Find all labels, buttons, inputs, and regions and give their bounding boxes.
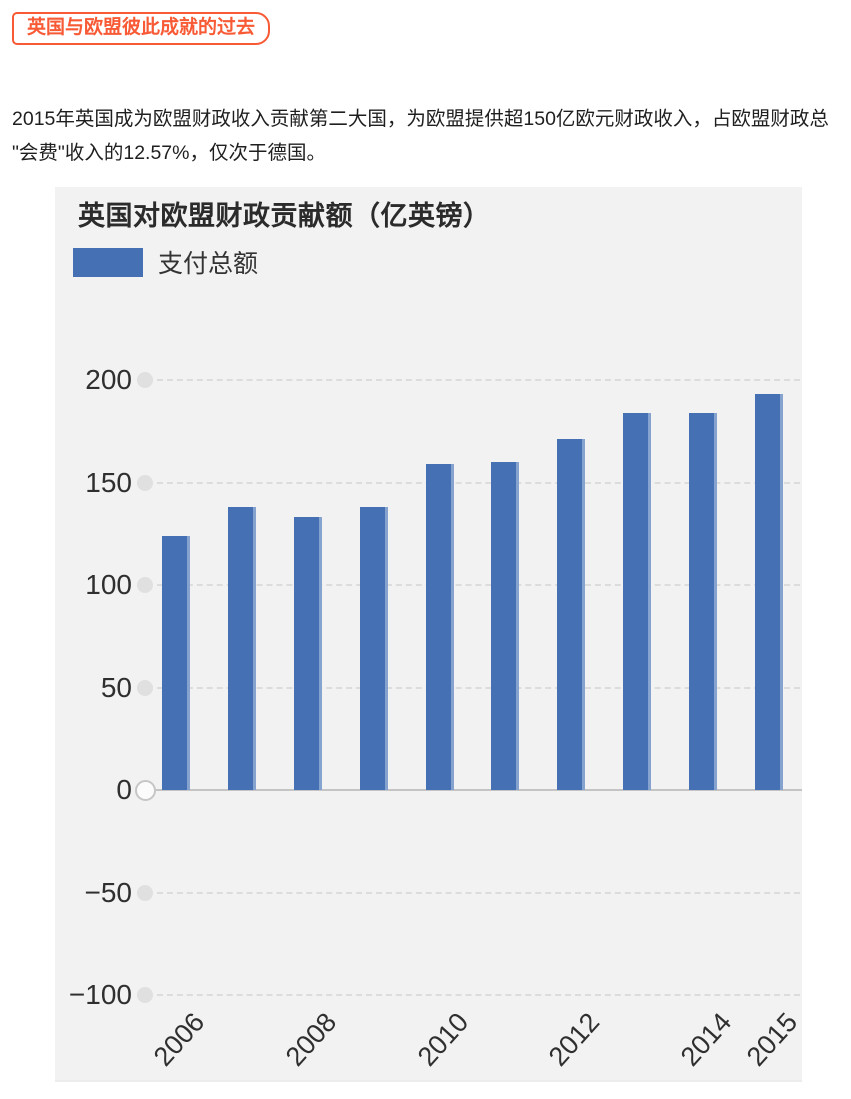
x-axis-label-2010: 2010 bbox=[411, 1007, 474, 1072]
x-axis-label-2012: 2012 bbox=[543, 1007, 606, 1072]
section-tag-label: 英国与欧盟彼此成就的过去 bbox=[27, 17, 256, 38]
contribution-bar-chart: 英国对欧盟财政贡献额（亿英镑） 支付总额 200 150 100 50 0 −50 −100… bbox=[55, 187, 804, 1082]
gridline-200 bbox=[157, 379, 800, 381]
axis-tick-dot-100 bbox=[137, 577, 153, 593]
axis-tick-dot-0 bbox=[135, 780, 156, 801]
axis-tick-dot-50 bbox=[137, 679, 153, 696]
bar-2006 bbox=[161, 535, 190, 790]
y-axis-label--50: −50 bbox=[84, 876, 133, 908]
intro-paragraph: 2015年英国成为欧盟财政收入贡献第二大国，为欧盟提供超150亿欧元财政收入，占… bbox=[12, 102, 848, 170]
bar-2008 bbox=[293, 517, 322, 790]
x-axis-label-2006: 2006 bbox=[147, 1007, 211, 1072]
gridline-50 bbox=[157, 686, 800, 689]
gridline-150 bbox=[157, 481, 800, 484]
x-axis-label-2014: 2014 bbox=[674, 1007, 738, 1072]
bar-2010 bbox=[425, 464, 454, 790]
paragraph-line-2: "会费"收入的12.57%，仅次于德国。 bbox=[12, 141, 326, 164]
paragraph-line-1: 2015年英国成为欧盟财政收入贡献第二大国，为欧盟提供超150亿欧元财政收入，占… bbox=[12, 107, 829, 130]
gridline-100 bbox=[157, 584, 800, 586]
y-axis-label-200: 200 bbox=[85, 364, 132, 395]
gridline--100 bbox=[157, 994, 800, 996]
legend-swatch-icon bbox=[73, 247, 143, 277]
y-axis-label-150: 150 bbox=[85, 466, 132, 498]
x-axis-label-2008: 2008 bbox=[279, 1007, 343, 1072]
axis-tick-dot--100 bbox=[137, 987, 153, 1003]
y-axis-label--100: −100 bbox=[68, 979, 132, 1010]
y-axis-label-0: 0 bbox=[116, 774, 132, 805]
y-axis-label-50: 50 bbox=[100, 671, 132, 703]
section-tag: 英国与欧盟彼此成就的过去 bbox=[12, 12, 271, 45]
gridline--50 bbox=[157, 891, 800, 894]
x-axis-label-2015: 2015 bbox=[740, 1007, 804, 1072]
bar-2012 bbox=[557, 439, 586, 790]
plot-area: 200 150 100 50 0 −50 −100 2006 2008 2010 2012 2014 2… bbox=[55, 187, 804, 1080]
y-axis-label-100: 100 bbox=[85, 569, 132, 600]
bar-2014 bbox=[689, 412, 718, 790]
bar-2007 bbox=[227, 507, 256, 790]
bar-2009 bbox=[359, 507, 388, 790]
bar-2015 bbox=[755, 394, 784, 790]
chart-legend: 支付总额 bbox=[73, 244, 258, 280]
axis-tick-dot--50 bbox=[137, 884, 153, 901]
axis-tick-dot-200 bbox=[137, 372, 153, 388]
axis-tick-dot-150 bbox=[137, 474, 153, 491]
x-axis-line bbox=[145, 789, 802, 791]
chart-title: 英国对欧盟财政贡献额（亿英镑） bbox=[78, 201, 491, 231]
bar-2011 bbox=[491, 462, 520, 790]
legend-label: 支付总额 bbox=[158, 250, 259, 278]
bar-2013 bbox=[623, 412, 652, 790]
